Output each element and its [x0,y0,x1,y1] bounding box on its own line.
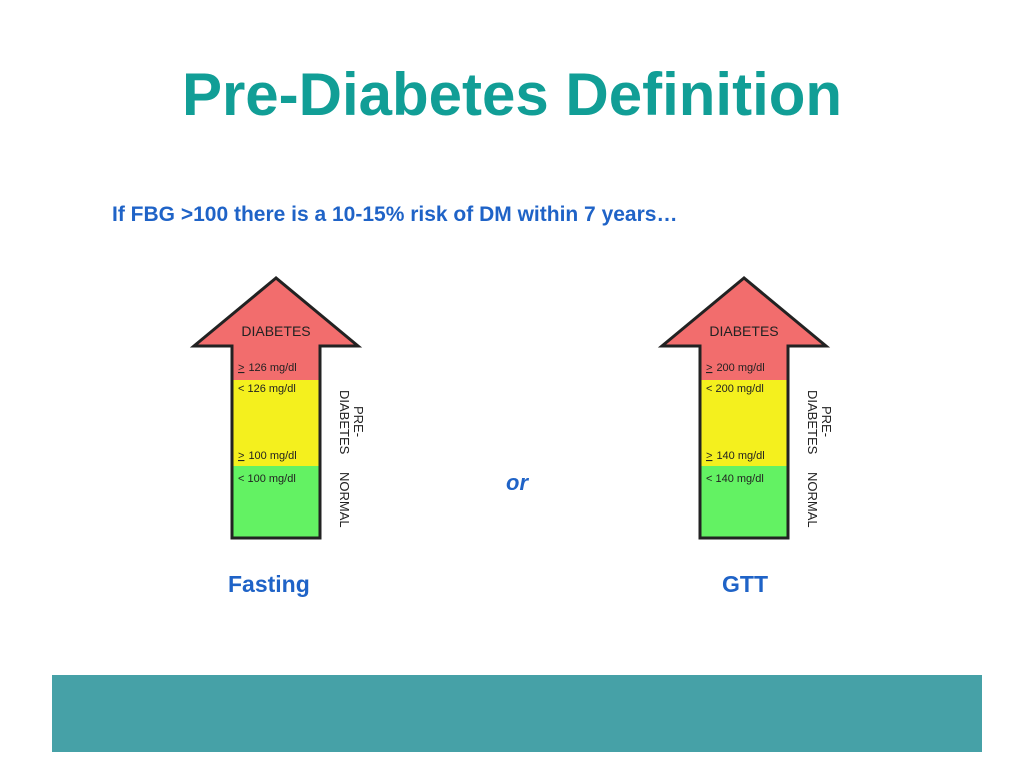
side-label-normal: NORMAL [337,472,352,528]
normal-segment [700,466,788,538]
diabetes-threshold: 126 mg/dl [248,362,296,374]
gte-symbol: > [238,450,244,462]
svg-text:>140 mg/dl: >140 mg/dl [706,450,765,462]
caption-fasting: Fasting [228,571,310,597]
side-label-prediabetes-line2: DIABETES [805,390,820,455]
side-label-normal: NORMAL [805,472,820,528]
normal-range-label: < 100 mg/dl [238,473,296,485]
gte-symbol: > [706,450,712,462]
svg-text:>200 mg/dl: >200 mg/dl [706,362,765,374]
side-label-prediabetes-line2: DIABETES [337,390,352,455]
svg-text:>100 mg/dl: >100 mg/dl [238,450,297,462]
diabetes-segment [232,346,320,380]
fasting-arrow-diagram: DIABETES >126 mg/dl < 126 mg/dl >100 mg/… [189,276,366,540]
caption-gtt: GTT [722,571,768,597]
normal-segment [232,466,320,538]
prediabetes-lower-threshold: 100 mg/dl [248,450,296,462]
arrow-body-outline [230,346,322,540]
prediabetes-upper-label: < 126 mg/dl [238,383,296,395]
diabetes-segment [700,346,788,380]
svg-text:>126 mg/dl: >126 mg/dl [238,362,297,374]
prediabetes-segment [700,380,788,466]
side-label-prediabetes-line1: PRE- [819,406,834,437]
gte-symbol: > [238,362,244,374]
side-label-prediabetes-line1: PRE- [351,406,366,437]
slide-title: Pre-Diabetes Definition [181,61,843,128]
subtitle: If FBG >100 there is a 10-15% risk of DM… [112,203,678,226]
gtt-arrow-diagram: DIABETES >200 mg/dl < 200 mg/dl >140 mg/… [657,276,834,540]
head-label: DIABETES [709,323,778,339]
diabetes-threshold: 200 mg/dl [716,362,764,374]
head-label: DIABETES [241,323,310,339]
gte-symbol: > [706,362,712,374]
prediabetes-upper-label: < 200 mg/dl [706,383,764,395]
prediabetes-segment [232,380,320,466]
prediabetes-lower-threshold: 140 mg/dl [716,450,764,462]
normal-range-label: < 140 mg/dl [706,473,764,485]
or-connector: or [506,470,528,495]
footer-band [52,675,982,752]
arrow-body-outline [698,346,790,540]
